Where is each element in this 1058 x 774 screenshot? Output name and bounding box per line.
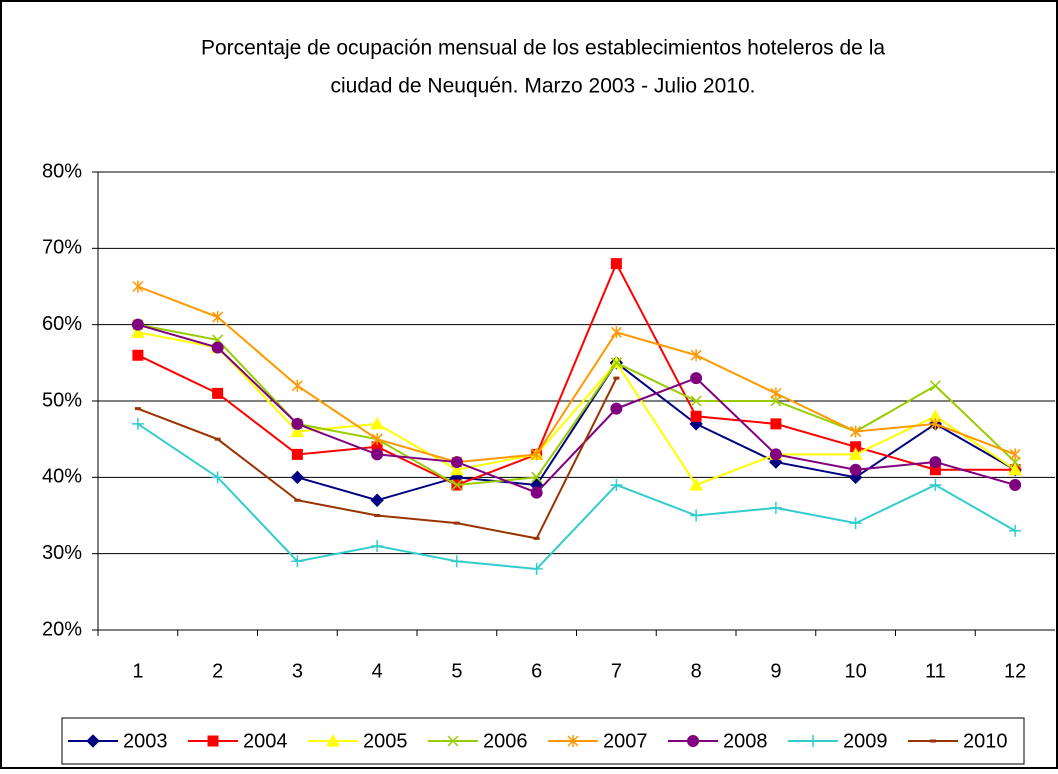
marker bbox=[530, 562, 543, 575]
marker bbox=[769, 448, 782, 461]
marker bbox=[769, 501, 782, 514]
y-tick-label: 40% bbox=[42, 466, 82, 488]
x-tick-label: 2 bbox=[212, 660, 223, 682]
y-tick-label: 50% bbox=[42, 389, 82, 411]
marker bbox=[371, 433, 383, 446]
marker bbox=[371, 540, 384, 553]
marker bbox=[610, 357, 622, 369]
marker bbox=[291, 417, 304, 430]
marker bbox=[291, 448, 303, 460]
x-tick-label: 11 bbox=[925, 660, 946, 682]
marker bbox=[131, 417, 144, 430]
series-line bbox=[137, 331, 1016, 487]
marker bbox=[690, 349, 702, 362]
marker bbox=[610, 478, 623, 491]
legend-marker bbox=[567, 735, 579, 747]
series-line bbox=[137, 285, 1016, 464]
marker bbox=[1009, 524, 1022, 537]
x-tick-label: 1 bbox=[132, 660, 143, 682]
series-line bbox=[137, 323, 1016, 494]
x-tick-label: 7 bbox=[611, 660, 622, 682]
legend-label: 2003 bbox=[123, 730, 168, 752]
marker bbox=[531, 471, 543, 483]
marker bbox=[929, 380, 941, 392]
marker bbox=[929, 417, 941, 430]
x-tick-label: 9 bbox=[770, 660, 781, 682]
marker bbox=[1009, 478, 1022, 491]
marker bbox=[131, 325, 145, 338]
marker bbox=[690, 509, 703, 522]
legend-label: 2004 bbox=[243, 730, 288, 752]
x-tick-label: 4 bbox=[372, 660, 383, 682]
marker bbox=[371, 448, 384, 461]
legend-label: 2005 bbox=[363, 730, 408, 752]
marker bbox=[929, 478, 942, 491]
marker bbox=[212, 311, 224, 324]
marker bbox=[290, 424, 305, 438]
marker bbox=[132, 280, 144, 293]
marker bbox=[610, 258, 622, 270]
marker bbox=[132, 349, 144, 361]
marker bbox=[689, 477, 703, 491]
marker bbox=[848, 470, 863, 485]
legend-label: 2009 bbox=[843, 730, 888, 752]
legend-marker bbox=[326, 733, 340, 747]
marker bbox=[450, 462, 464, 476]
marker bbox=[1008, 462, 1022, 476]
marker bbox=[850, 425, 862, 438]
legend-label: 2008 bbox=[723, 730, 768, 752]
marker bbox=[690, 395, 702, 407]
marker bbox=[291, 555, 304, 568]
marker bbox=[451, 479, 463, 491]
marker bbox=[849, 463, 862, 476]
marker bbox=[929, 456, 942, 469]
marker bbox=[849, 517, 862, 530]
marker bbox=[290, 470, 305, 485]
y-tick-label: 30% bbox=[42, 542, 82, 564]
marker bbox=[450, 555, 463, 568]
marker bbox=[131, 318, 144, 331]
y-tick-label: 20% bbox=[42, 618, 82, 640]
legend-marker bbox=[687, 735, 699, 747]
x-tick-label: 3 bbox=[292, 660, 303, 682]
chart-subtitle: ciudad de Neuquén. Marzo 2003 - Julio 20… bbox=[331, 75, 756, 98]
legend-label: 2007 bbox=[603, 730, 648, 752]
y-tick-label: 80% bbox=[42, 160, 82, 182]
series-line bbox=[137, 423, 1016, 570]
y-tick-label: 60% bbox=[42, 313, 82, 335]
marker bbox=[610, 402, 623, 415]
marker bbox=[530, 486, 543, 499]
marker bbox=[690, 372, 703, 385]
x-tick-label: 6 bbox=[531, 660, 542, 682]
legend-marker bbox=[86, 734, 100, 748]
x-tick-label: 10 bbox=[845, 660, 867, 682]
marker bbox=[450, 456, 463, 469]
chart-title: Porcentaje de ocupación mensual de los e… bbox=[201, 37, 885, 60]
x-tick-label: 5 bbox=[451, 660, 462, 682]
marker bbox=[211, 341, 224, 354]
marker bbox=[690, 410, 702, 422]
marker bbox=[531, 448, 543, 461]
legend-label: 2010 bbox=[963, 730, 1008, 752]
y-tick-label: 70% bbox=[42, 237, 82, 259]
marker bbox=[212, 387, 224, 399]
series-line bbox=[137, 261, 1016, 487]
marker bbox=[848, 447, 863, 460]
x-tick-label: 12 bbox=[1004, 660, 1026, 682]
marker bbox=[770, 418, 782, 430]
marker bbox=[211, 471, 224, 484]
marker bbox=[610, 326, 622, 339]
x-tick-label: 8 bbox=[691, 660, 702, 682]
legend-label: 2006 bbox=[483, 730, 528, 752]
legend-marker bbox=[807, 735, 819, 747]
marker bbox=[370, 416, 384, 430]
marker bbox=[291, 379, 303, 392]
legend-marker bbox=[447, 735, 459, 747]
marker bbox=[370, 493, 384, 507]
marker bbox=[1009, 448, 1021, 461]
legend-marker bbox=[207, 735, 219, 747]
marker bbox=[770, 387, 782, 400]
